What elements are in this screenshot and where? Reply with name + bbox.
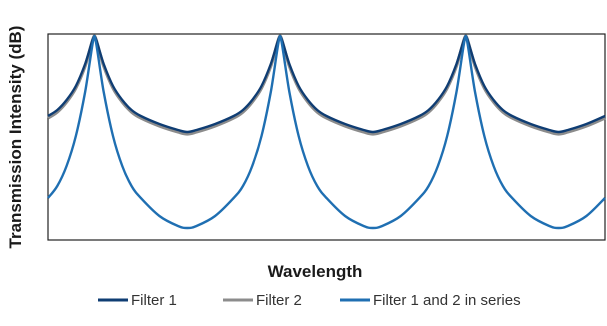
legend-item-filter-2: Filter 2 — [223, 292, 302, 309]
legend-label: Filter 1 and 2 in series — [373, 292, 521, 309]
series-filter-1-line — [47, 34, 606, 134]
plot-frame — [47, 33, 606, 241]
series-filter-1-and-2-line — [47, 34, 606, 230]
legend: Filter 1 Filter 2 Filter 1 and 2 in series — [98, 292, 521, 309]
series-layer — [47, 34, 606, 230]
legend-label: Filter 2 — [256, 292, 302, 309]
legend-item-filter-1-and-2: Filter 1 and 2 in series — [340, 292, 521, 309]
series-filter-2-line — [47, 34, 606, 136]
x-axis-title: Wavelength — [268, 262, 363, 281]
legend-item-filter-1: Filter 1 — [98, 292, 177, 309]
plot-area — [47, 33, 606, 241]
y-axis-title: Transmission Intensity (dB) — [6, 26, 25, 249]
legend-label: Filter 1 — [131, 292, 177, 309]
